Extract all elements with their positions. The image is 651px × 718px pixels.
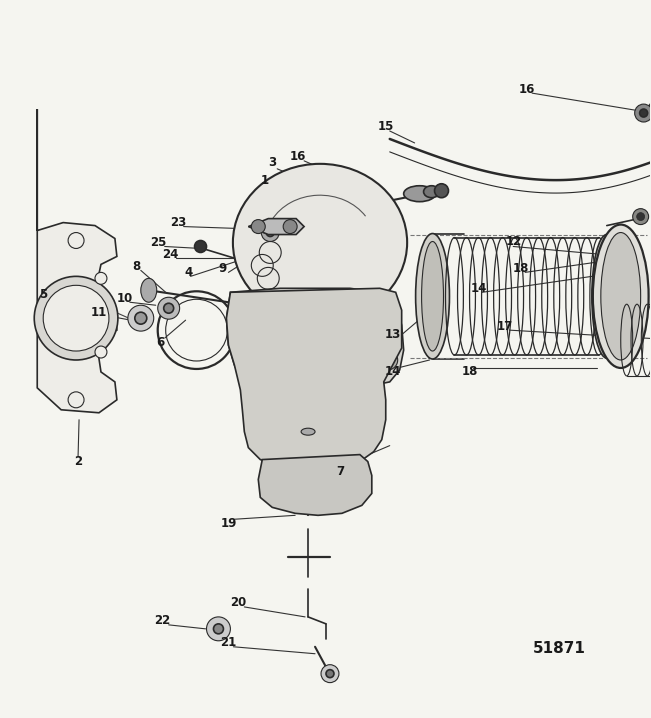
Text: 22: 22	[154, 615, 171, 628]
Ellipse shape	[424, 186, 439, 197]
Circle shape	[251, 220, 265, 233]
Circle shape	[158, 297, 180, 320]
Text: 23: 23	[171, 216, 187, 229]
Text: 18: 18	[461, 365, 478, 378]
Text: 21: 21	[220, 636, 236, 649]
Circle shape	[238, 298, 258, 318]
Text: 14: 14	[385, 365, 401, 378]
Text: 3: 3	[268, 157, 276, 169]
Circle shape	[163, 303, 174, 313]
Polygon shape	[227, 289, 404, 390]
Ellipse shape	[404, 186, 436, 202]
Polygon shape	[37, 109, 117, 413]
Circle shape	[378, 350, 398, 370]
Ellipse shape	[141, 279, 157, 302]
Text: 13: 13	[385, 327, 401, 340]
Ellipse shape	[422, 241, 443, 351]
Text: 14: 14	[471, 281, 488, 295]
Text: 19: 19	[220, 517, 236, 530]
Text: 51871: 51871	[533, 641, 585, 656]
Circle shape	[195, 241, 206, 253]
Text: 2: 2	[74, 455, 82, 468]
Circle shape	[261, 223, 279, 241]
Text: 7: 7	[336, 465, 344, 478]
Ellipse shape	[601, 233, 641, 360]
Circle shape	[238, 350, 258, 370]
Text: 25: 25	[150, 236, 167, 249]
Text: 4: 4	[184, 266, 193, 279]
Circle shape	[266, 228, 274, 236]
Ellipse shape	[301, 428, 315, 435]
Text: 10: 10	[117, 292, 133, 304]
Circle shape	[635, 104, 651, 122]
Text: 17: 17	[497, 320, 514, 332]
Polygon shape	[258, 454, 372, 516]
Circle shape	[321, 665, 339, 683]
Circle shape	[326, 670, 334, 678]
Circle shape	[68, 233, 84, 248]
Ellipse shape	[415, 233, 449, 359]
Ellipse shape	[592, 235, 622, 358]
Text: 18: 18	[513, 262, 529, 275]
Circle shape	[633, 209, 648, 225]
Circle shape	[35, 276, 118, 360]
Circle shape	[378, 330, 398, 350]
Circle shape	[128, 305, 154, 331]
Circle shape	[378, 298, 398, 318]
Circle shape	[238, 330, 258, 350]
Ellipse shape	[233, 164, 407, 321]
Text: 15: 15	[378, 121, 394, 134]
Text: 5: 5	[39, 288, 48, 301]
Circle shape	[290, 307, 346, 363]
Circle shape	[68, 392, 84, 408]
Text: 20: 20	[230, 597, 247, 610]
Ellipse shape	[593, 225, 648, 368]
Text: 6: 6	[157, 335, 165, 348]
Circle shape	[206, 617, 230, 640]
Circle shape	[434, 184, 449, 197]
Circle shape	[280, 297, 356, 373]
Circle shape	[637, 213, 644, 220]
Polygon shape	[248, 218, 304, 235]
Text: 16: 16	[519, 83, 535, 95]
Ellipse shape	[598, 241, 616, 351]
Circle shape	[640, 109, 648, 117]
Text: 24: 24	[163, 248, 179, 261]
Text: 11: 11	[91, 306, 107, 319]
Circle shape	[43, 285, 109, 351]
Circle shape	[135, 312, 146, 324]
Text: 12: 12	[506, 235, 522, 248]
Circle shape	[214, 624, 223, 634]
Text: 8: 8	[133, 260, 141, 273]
Text: 16: 16	[290, 150, 307, 164]
Circle shape	[283, 220, 297, 233]
Circle shape	[95, 346, 107, 358]
Text: 9: 9	[218, 262, 227, 275]
Circle shape	[95, 272, 107, 284]
Polygon shape	[227, 289, 402, 470]
Text: 1: 1	[260, 174, 268, 187]
